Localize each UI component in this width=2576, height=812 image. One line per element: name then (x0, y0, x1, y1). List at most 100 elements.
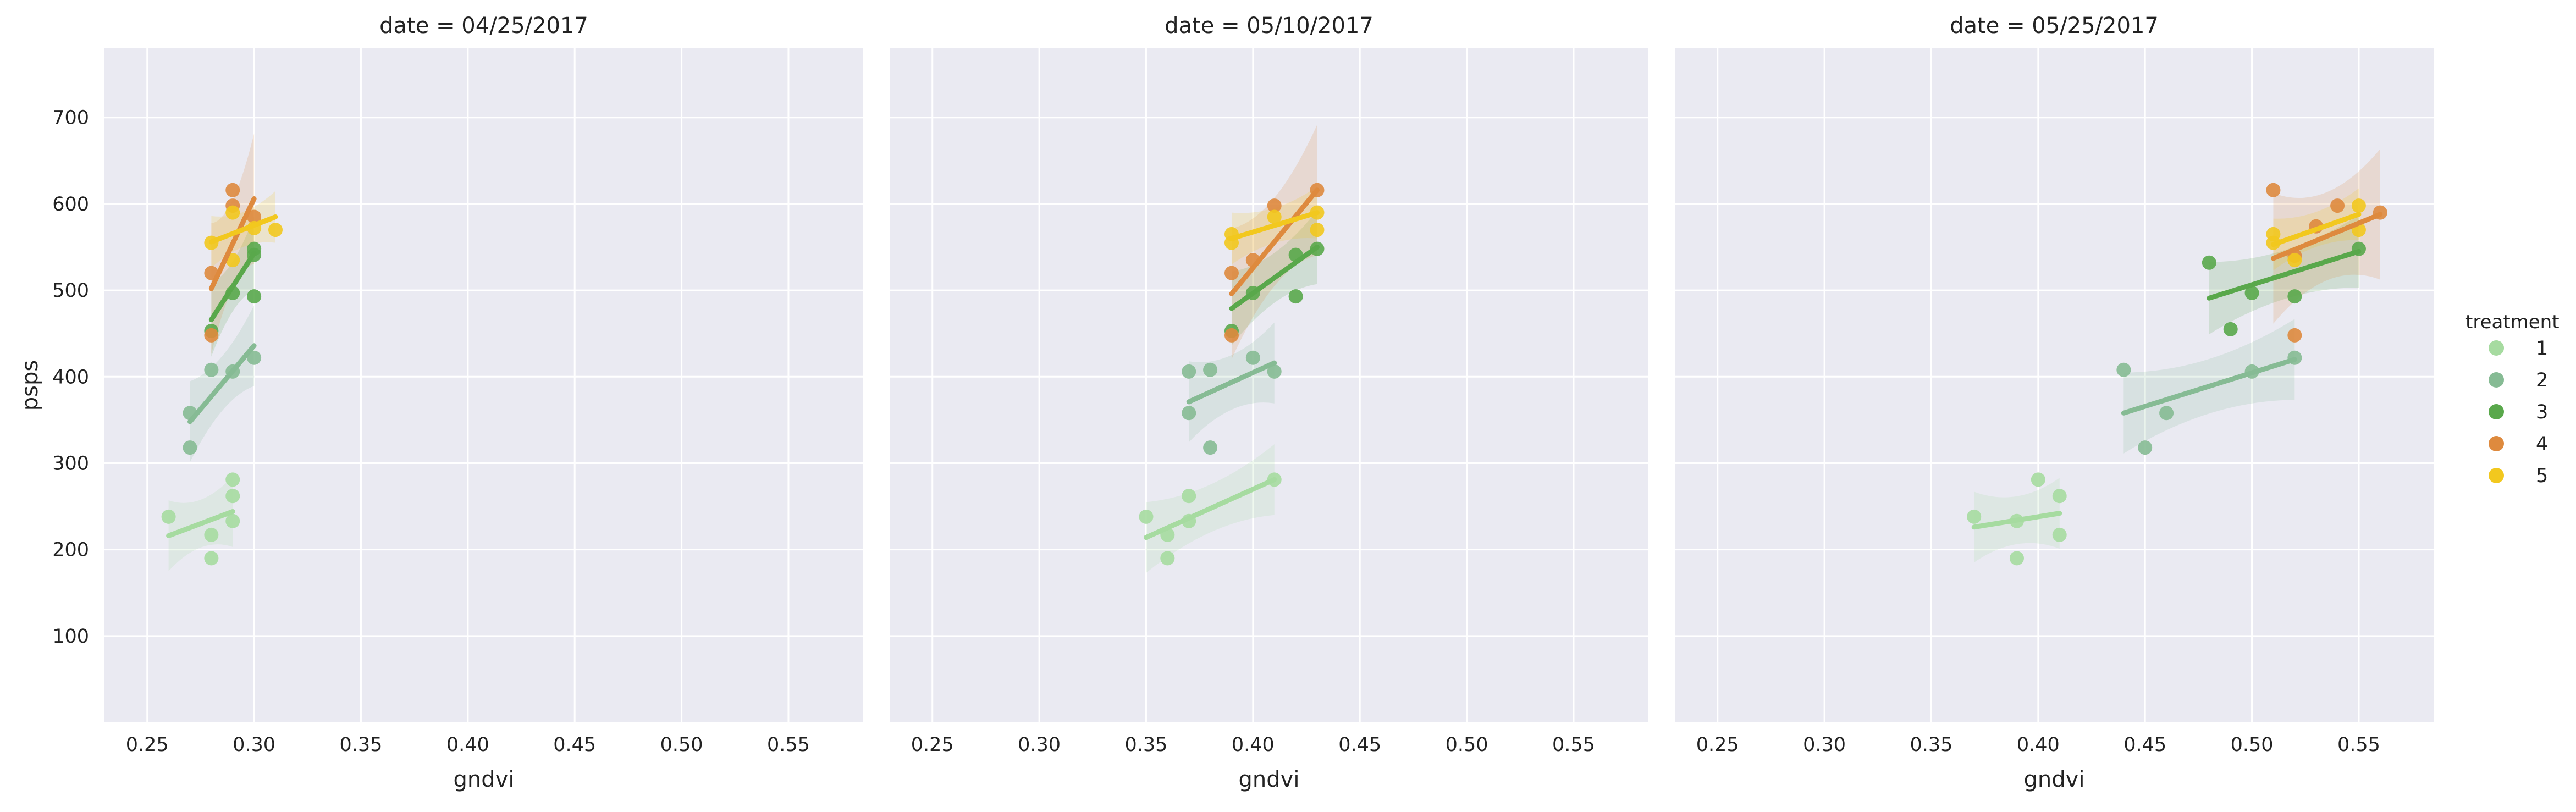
regression-line-1 (1971, 511, 2062, 530)
panel-title: date = 05/25/2017 (1950, 13, 2159, 38)
data-point-treatment-3 (2223, 322, 2238, 336)
data-point-treatment-4 (2287, 328, 2302, 343)
panel-1: date = 04/25/2017 0.25 0.30 0.35 0.40 0.45 0.5… (18, 13, 863, 792)
x-axis-label: gndvi (2024, 767, 2085, 792)
data-point-treatment-2 (204, 362, 219, 377)
data-point-treatment-2 (247, 350, 262, 365)
x-tick-label: 0.40 (2017, 734, 2060, 756)
legend-marker-5 (2489, 468, 2504, 483)
regression-line-5 (1229, 210, 1320, 241)
data-point-treatment-1 (2052, 527, 2067, 542)
regression-line-3 (2207, 248, 2362, 301)
panel-3: date = 05/25/2017 0.25 0.30 0.35 0.40 0.45 0.5… (1675, 13, 2434, 792)
y-tick-label: 600 (52, 194, 89, 216)
data-point-treatment-1 (2052, 489, 2067, 504)
data-point-treatment-1 (2009, 551, 2024, 566)
data-point-treatment-4 (2330, 198, 2345, 213)
legend-label-2: 2 (2536, 369, 2548, 391)
regression-line-5 (2270, 212, 2362, 247)
legend-label-4: 4 (2536, 433, 2548, 455)
x-axis-label: gndvi (1239, 767, 1300, 792)
x-tick-label: 0.35 (1910, 734, 1953, 756)
legend-marker-4 (2489, 436, 2504, 451)
plot-area (1967, 148, 2387, 566)
data-point-treatment-3 (1288, 289, 1303, 304)
data-point-treatment-1 (225, 472, 240, 487)
regression-line-1 (166, 509, 235, 538)
data-point-treatment-5 (268, 223, 283, 237)
data-point-treatment-2 (1203, 440, 1218, 455)
data-point-treatment-3 (247, 241, 262, 256)
panel-title: date = 04/25/2017 (379, 13, 588, 38)
legend-marker-3 (2489, 404, 2504, 419)
x-tick-label: 0.40 (1232, 734, 1275, 756)
data-point-treatment-2 (1245, 350, 1260, 365)
data-point-treatment-5 (225, 205, 240, 220)
plot-area (1139, 124, 1325, 573)
x-axis-label: gndvi (454, 767, 515, 792)
y-tick-label: 300 (52, 452, 89, 474)
data-point-treatment-2 (2159, 406, 2174, 421)
data-point-treatment-1 (1967, 509, 1982, 524)
x-tick-label: 0.55 (1552, 734, 1595, 756)
data-point-treatment-4 (2266, 183, 2281, 197)
x-tick-label: 0.30 (233, 734, 275, 756)
x-tick-label: 0.50 (660, 734, 703, 756)
x-tick-label: 0.55 (2337, 734, 2380, 756)
data-point-treatment-2 (1182, 364, 1196, 379)
y-tick-label: 700 (52, 107, 89, 129)
regression-line-4 (208, 196, 257, 291)
regression-line-3 (208, 251, 257, 323)
data-point-treatment-1 (2031, 472, 2045, 487)
data-point-treatment-2 (183, 440, 197, 455)
legend-label-5: 5 (2536, 465, 2548, 487)
data-point-treatment-3 (247, 289, 262, 304)
x-tick-label: 0.25 (126, 734, 169, 756)
y-tick-label: 500 (52, 280, 89, 302)
data-point-treatment-4 (225, 183, 240, 197)
x-tick-label: 0.25 (1696, 734, 1739, 756)
data-point-treatment-4 (1267, 198, 1282, 213)
data-point-treatment-2 (2116, 362, 2131, 377)
data-point-treatment-1 (204, 551, 219, 566)
panel-2: date = 05/10/2017 0.25 0.30 0.35 0.40 0.45 0.5… (890, 13, 1648, 792)
regression-line-3 (1229, 245, 1320, 311)
regression-line-4 (1229, 187, 1320, 296)
data-point-treatment-5 (2351, 198, 2366, 213)
x-tick-label: 0.45 (1338, 734, 1381, 756)
x-tick-label: 0.35 (1125, 734, 1168, 756)
regression-line-2 (2121, 357, 2297, 416)
y-axis-label: psps (18, 360, 43, 411)
data-point-treatment-1 (1139, 509, 1154, 524)
legend: treatment 1 2 3 4 5 (2465, 311, 2560, 487)
data-point-treatment-2 (1203, 362, 1218, 377)
x-tick-label: 0.50 (2231, 734, 2274, 756)
data-point-treatment-1 (225, 513, 240, 528)
x-tick-label: 0.45 (2123, 734, 2166, 756)
panel-title: date = 05/10/2017 (1165, 13, 1374, 38)
plot-background (104, 48, 863, 722)
data-point-treatment-5 (2266, 227, 2281, 241)
x-tick-label: 0.30 (1803, 734, 1846, 756)
legend-title: treatment (2465, 311, 2560, 333)
data-point-treatment-1 (1182, 489, 1196, 504)
plot-area (161, 133, 283, 571)
data-point-treatment-5 (2287, 253, 2302, 268)
y-tick-label: 200 (52, 539, 89, 561)
data-point-treatment-1 (161, 509, 176, 524)
data-point-treatment-4 (247, 209, 262, 224)
data-point-treatment-2 (1267, 364, 1282, 379)
x-tick-label: 0.30 (1018, 734, 1061, 756)
regression-line-1 (1143, 477, 1277, 540)
x-tick-label: 0.35 (340, 734, 383, 756)
data-point-treatment-5 (1310, 223, 1325, 237)
data-point-treatment-2 (2138, 440, 2153, 455)
x-tick-label: 0.45 (553, 734, 596, 756)
data-point-treatment-5 (1267, 209, 1282, 224)
data-point-treatment-3 (2287, 289, 2302, 304)
regression-line-2 (187, 343, 257, 424)
data-point-treatment-3 (2202, 255, 2216, 270)
data-point-treatment-3 (2244, 285, 2259, 300)
regression-line-2 (1186, 360, 1277, 405)
